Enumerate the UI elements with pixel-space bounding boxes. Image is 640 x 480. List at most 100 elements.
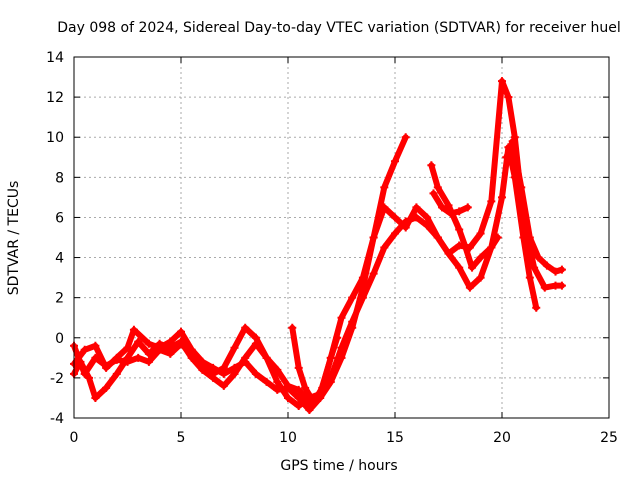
data-point [91, 353, 100, 362]
data-point [129, 325, 138, 334]
series-track-6 [429, 189, 472, 218]
y-tick-label: 6 [55, 210, 64, 226]
x-tick-label: 25 [600, 430, 618, 446]
data-point [91, 341, 100, 350]
data-point [241, 357, 250, 366]
data-point [557, 281, 566, 290]
data-point [391, 213, 399, 222]
y-tick-label: 4 [55, 251, 64, 267]
data-point [80, 345, 89, 354]
data-point [423, 213, 432, 222]
data-point [337, 343, 346, 352]
data-point [112, 355, 121, 364]
data-point [230, 363, 239, 372]
data-point [326, 353, 335, 362]
y-tick-label: 10 [46, 130, 64, 146]
data-point [123, 343, 132, 352]
series-track-3 [70, 143, 541, 414]
data-point [91, 393, 100, 402]
data-point [455, 225, 464, 234]
data-point [177, 327, 185, 336]
x-tick-label: 10 [279, 430, 297, 446]
data-point [288, 323, 297, 332]
data-point [427, 161, 436, 170]
data-point [369, 233, 378, 242]
data-point [532, 303, 541, 312]
series-line [71, 144, 540, 413]
data-point [476, 273, 485, 282]
data-point [444, 201, 453, 210]
data-point [487, 243, 496, 252]
data-point [465, 283, 474, 292]
y-tick-label: 14 [46, 50, 64, 66]
data-point [187, 349, 196, 358]
data-point [209, 373, 218, 382]
data-point [144, 339, 153, 348]
data-point [369, 269, 378, 278]
data-point [380, 243, 389, 252]
data-point [498, 193, 506, 202]
data-point [433, 183, 442, 192]
x-tick-label: 20 [493, 430, 511, 446]
plot-frame [73, 56, 610, 419]
data-point [273, 377, 282, 386]
data-point [455, 263, 464, 272]
data-point [444, 249, 453, 258]
data-point [446, 209, 455, 218]
data-point [284, 393, 292, 402]
data-point [294, 393, 303, 402]
data-point [102, 361, 111, 370]
data-point [134, 337, 143, 346]
data-point [294, 363, 303, 372]
data-point [251, 369, 260, 378]
data-point [262, 377, 271, 386]
data-point [273, 385, 282, 394]
data-point [498, 77, 506, 86]
data-point [476, 253, 485, 262]
data-point [401, 133, 410, 142]
x-axis-label: GPS time / hours [280, 458, 397, 474]
data-point [423, 221, 432, 230]
data-point [262, 353, 271, 362]
data-point [380, 203, 389, 212]
data-point [318, 383, 327, 392]
data-point [438, 203, 447, 212]
data-point [348, 293, 357, 302]
x-tick-label: 5 [177, 430, 186, 446]
data-point [468, 263, 477, 272]
data-point [301, 383, 310, 392]
data-point [429, 189, 438, 198]
data-series [70, 77, 566, 414]
data-point [84, 373, 93, 382]
data-point [391, 229, 399, 238]
data-point [557, 265, 566, 274]
data-point [530, 263, 539, 272]
series-track-7 [502, 137, 566, 276]
x-tick-label: 0 [70, 430, 79, 446]
series-track-4 [288, 323, 342, 406]
data-point [333, 333, 342, 342]
data-point [337, 313, 346, 322]
data-point [534, 253, 543, 262]
data-point [198, 365, 207, 374]
data-point [508, 137, 517, 146]
data-point [209, 363, 218, 372]
data-point [380, 183, 389, 192]
data-point [401, 217, 410, 226]
data-point [461, 243, 470, 252]
data-point [123, 357, 132, 366]
data-point [525, 273, 534, 282]
series-line [71, 78, 565, 409]
y-tick-label: -2 [50, 371, 64, 387]
chart-title: Day 098 of 2024, Sidereal Day-to-day VTE… [57, 20, 620, 36]
data-point [455, 207, 464, 216]
data-point [463, 203, 472, 212]
data-point [493, 233, 502, 242]
data-point [144, 357, 153, 366]
data-point [412, 213, 421, 222]
data-point [412, 203, 421, 212]
data-point [504, 93, 513, 102]
data-point [433, 233, 442, 242]
data-point [144, 349, 153, 358]
